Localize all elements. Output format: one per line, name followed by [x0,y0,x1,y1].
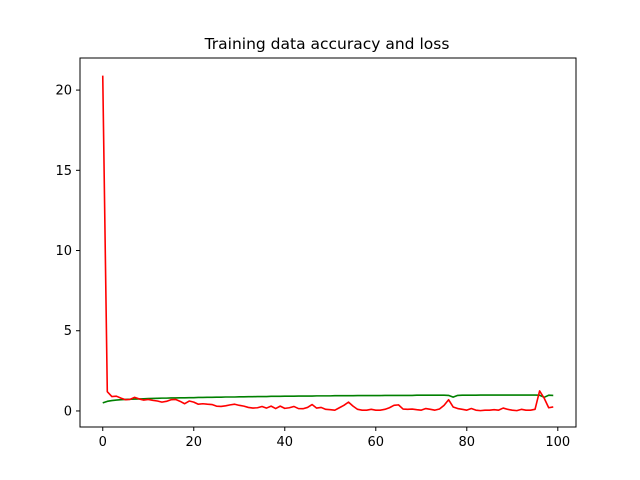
series-line-0 [102,394,554,404]
y-tick-label: 15 [55,164,72,179]
x-tick-label: 20 [185,435,202,450]
series-line-1 [101,75,554,412]
y-tick-label: 20 [55,84,72,99]
chart-title: Training data accuracy and loss [204,35,450,53]
y-tick-label: 10 [55,244,72,259]
y-tick-label: 5 [64,324,72,339]
x-tick-label: 0 [99,435,107,450]
series-layer [101,75,554,412]
x-tick-label: 40 [276,435,293,450]
x-tick-label: 60 [368,435,385,450]
x-axis: 0 20 40 60 80 100 [99,427,570,450]
x-tick-label: 80 [459,435,476,450]
plot-frame [79,57,577,428]
y-axis: 0 5 10 15 20 [55,84,80,419]
x-tick-label: 100 [545,435,570,450]
plot-area [79,57,577,428]
y-tick-label: 0 [64,404,72,419]
